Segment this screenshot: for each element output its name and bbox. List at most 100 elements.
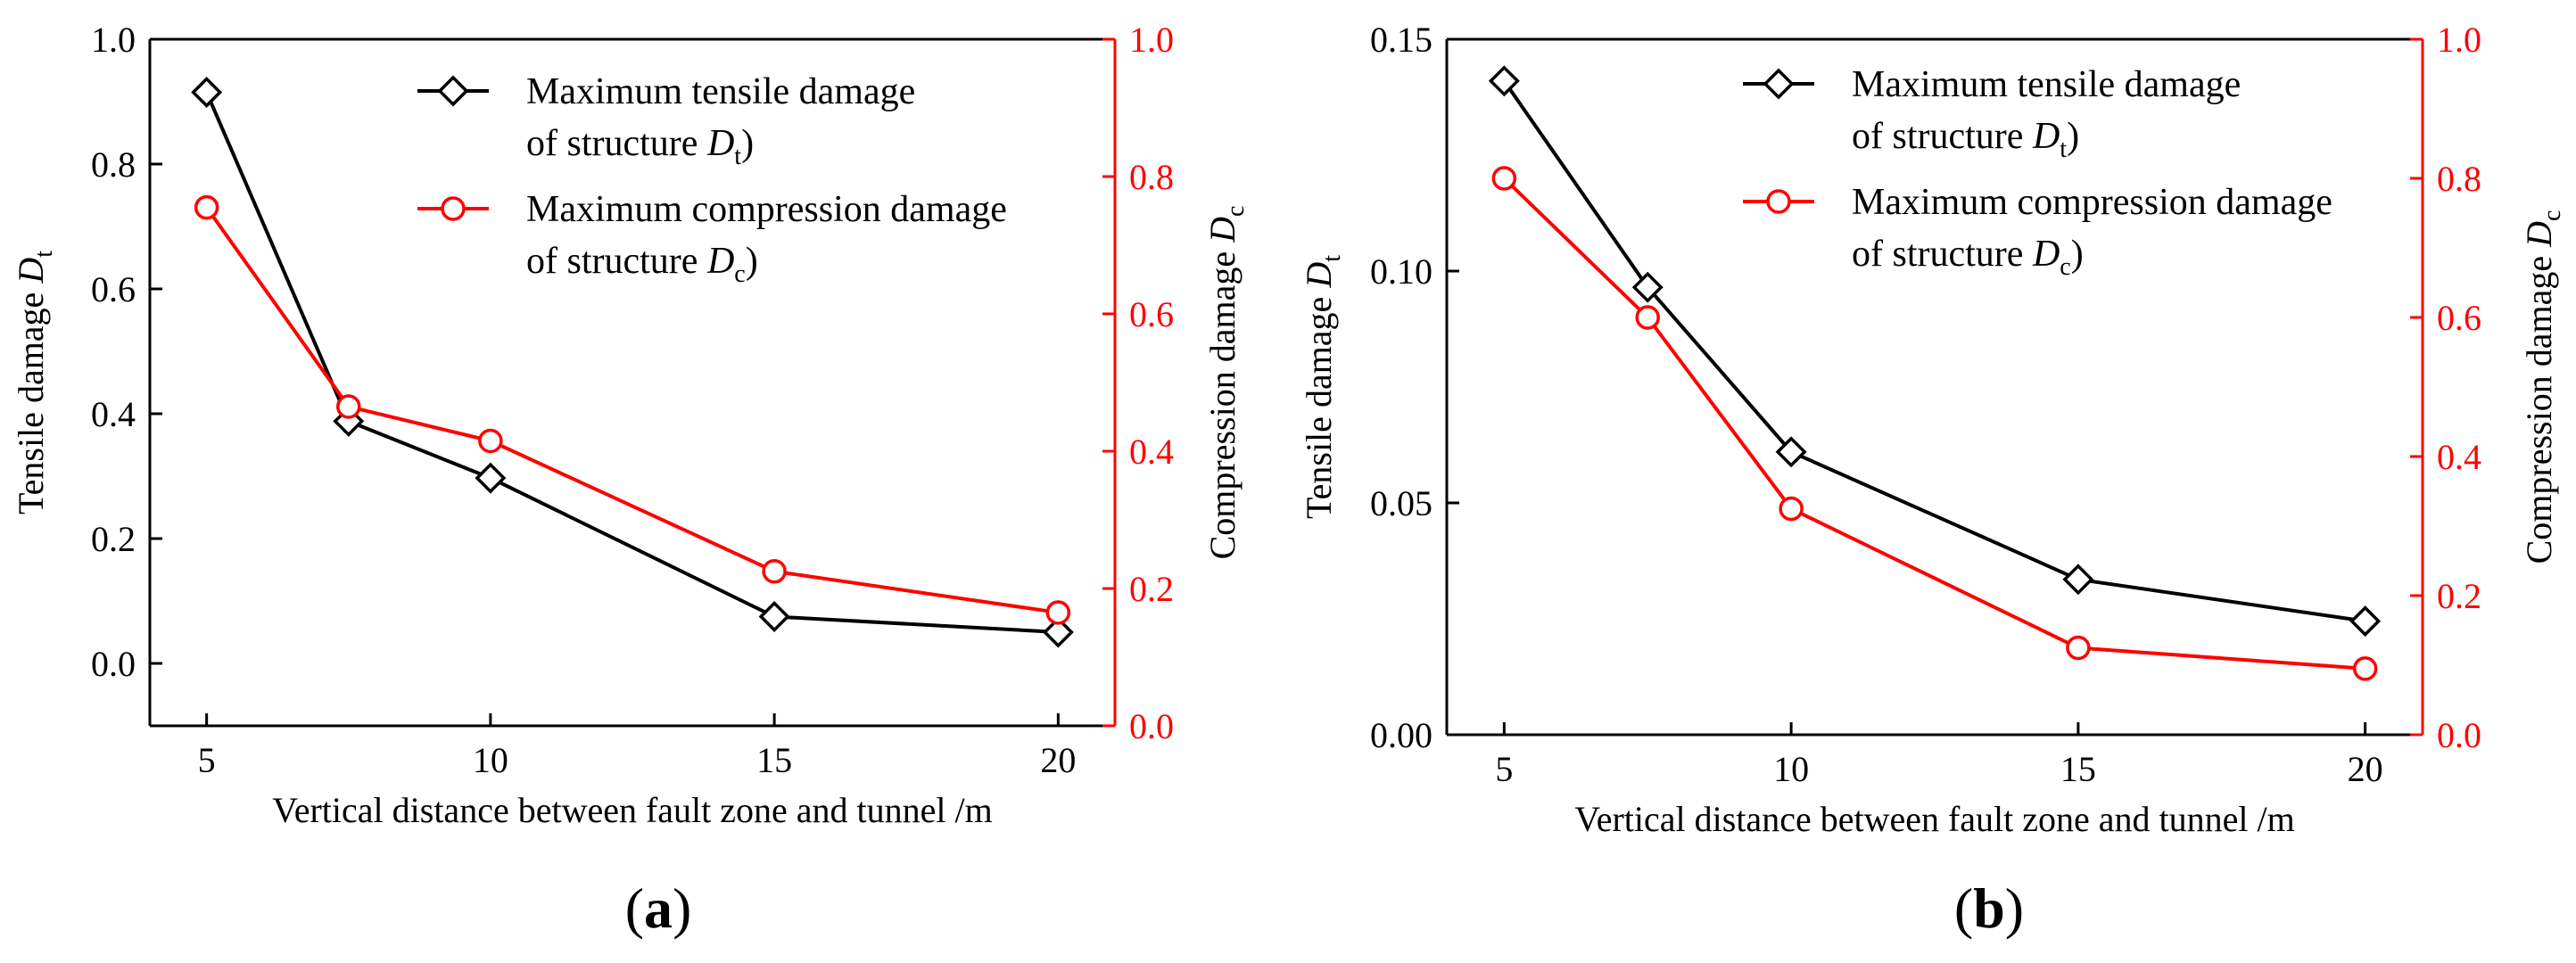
y-left-axis-title-symbol: D xyxy=(1299,262,1339,289)
y-right-tick-label: 0.4 xyxy=(1129,432,1174,472)
y-left-tick-label: 0.6 xyxy=(91,269,136,309)
compression-data-point xyxy=(762,559,787,584)
y-right-axis-title-subscript: c xyxy=(2539,210,2566,221)
tensile-data-point xyxy=(758,601,790,632)
panel-label-letter: b xyxy=(1973,877,2005,940)
y-left-tick-label: 0.8 xyxy=(91,144,136,185)
compression-data-point xyxy=(336,394,361,419)
y-right-tick-label: 1.0 xyxy=(1129,20,1174,60)
legend-entry-line-2: of structure Dc) xyxy=(526,241,758,288)
tensile-data-point xyxy=(1631,271,1664,303)
y-left-tick-label: 0.0 xyxy=(91,644,136,684)
legend-compression-marker xyxy=(1766,189,1791,214)
y-right-tick-label: 0.4 xyxy=(2437,437,2481,477)
panel-label-close: ) xyxy=(673,877,691,940)
y-left-tick-label: 0.10 xyxy=(1370,251,1432,292)
legend-entry-closing: ) xyxy=(2071,234,2084,275)
y-left-axis-title-subscript: t xyxy=(30,251,58,258)
compression-data-point xyxy=(2066,635,2091,661)
legend-entry-text: of structure xyxy=(526,241,707,282)
x-tick-label: 5 xyxy=(198,740,216,780)
legend-entry-line-2: of structure Dc) xyxy=(1852,234,2084,281)
legend-entry-line-1: Maximum compression damage xyxy=(1852,182,2332,223)
y-right-axis-title-main: Compression damage xyxy=(1202,243,1243,560)
tensile-series-line xyxy=(1502,79,2365,623)
legend-entry-symbol: D xyxy=(2032,116,2060,157)
legend-entry-line-1: Maximum tensile damage xyxy=(1852,64,2241,105)
tensile-data-point xyxy=(475,462,507,494)
legend-entry-closing: ) xyxy=(746,241,758,282)
legend-entry-line-2: of structure Dt) xyxy=(526,123,754,170)
legend-entry-text: of structure xyxy=(526,123,707,164)
y-right-tick-label: 0.8 xyxy=(2437,159,2481,199)
legend-entry-subscript: t xyxy=(734,143,741,170)
legend-entry-line-2: of structure Dt) xyxy=(1852,116,2079,163)
compression-data-point xyxy=(1779,496,1804,522)
panel-a-chart: 5 10 15 20 0.0 0.2 0.4 0.6 0.8 1.0 0.0 0.2 0.4 0.6 0.8… xyxy=(11,20,1250,940)
legend-entry-text: of structure xyxy=(1852,116,2033,157)
legend-entry-closing: ) xyxy=(741,123,754,164)
legend-compression-marker xyxy=(441,196,466,221)
y-left-tick-label: 0.00 xyxy=(1370,715,1432,755)
legend-tensile-marker xyxy=(1763,68,1795,100)
x-tick-label: 10 xyxy=(473,740,508,780)
legend-entry-text: of structure xyxy=(1852,234,2033,275)
y-left-axis-title-main: Tensile damage xyxy=(11,284,51,514)
y-left-tick-label: 0.15 xyxy=(1370,20,1432,60)
legend-entry-line-1: Maximum compression damage xyxy=(526,189,1007,230)
x-tick-label: 10 xyxy=(1773,749,1809,789)
tensile-data-point xyxy=(1042,616,1074,648)
y-left-axis-title-main: Tensile damage xyxy=(1299,288,1339,519)
x-tick-label: 15 xyxy=(2060,749,2096,789)
y-left-tick-label: 0.2 xyxy=(91,519,136,559)
x-tick-label: 5 xyxy=(1495,749,1513,789)
y-right-tick-label: 0.6 xyxy=(2437,298,2481,338)
y-right-tick-label: 0.2 xyxy=(2437,576,2481,616)
y-left-tick-label: 0.05 xyxy=(1370,483,1432,523)
panel-label: (b) xyxy=(1954,877,2024,940)
tensile-data-point xyxy=(1488,65,1520,97)
x-axis-title: Vertical distance between fault zone and… xyxy=(1574,799,2294,839)
y-right-tick-label: 0.0 xyxy=(2437,715,2481,755)
compression-data-point xyxy=(2352,656,2378,681)
compression-data-point xyxy=(1635,305,1660,330)
y-right-tick-label: 0.8 xyxy=(1129,157,1174,197)
y-right-axis-title-main: Compression damage xyxy=(2519,247,2559,564)
legend-entry-line-1: Maximum tensile damage xyxy=(526,71,915,112)
y-right-tick-label: 1.0 xyxy=(2437,20,2481,60)
tensile-data-point xyxy=(2349,605,2382,638)
y-right-axis-title: Compression damage Dc xyxy=(2519,210,2566,564)
panel-label: (a) xyxy=(625,877,692,940)
y-left-tick-label: 1.0 xyxy=(91,20,136,60)
y-right-axis-title: Compression damage Dc xyxy=(1202,206,1250,560)
y-right-axis-title-subscript: c xyxy=(1222,206,1250,217)
legend-entry-closing: ) xyxy=(2067,116,2079,157)
x-tick-label: 15 xyxy=(756,740,792,780)
compression-data-point xyxy=(1045,600,1071,625)
legend-entry-subscript: c xyxy=(734,260,745,288)
y-left-tick-label: 0.4 xyxy=(91,394,136,434)
legend-entry-subscript: t xyxy=(2060,136,2067,163)
compression-data-point xyxy=(1491,166,1517,191)
legend-entry-subscript: c xyxy=(2060,253,2070,281)
panel-label-close: ) xyxy=(2005,877,2024,940)
panel-label-letter: a xyxy=(644,877,673,940)
y-left-axis-title-symbol: D xyxy=(11,258,51,284)
panel-label-open: ( xyxy=(625,877,644,940)
legend-entry-symbol: D xyxy=(706,241,734,282)
y-left-axis-title-subscript: t xyxy=(1318,255,1346,262)
y-left-axis-title: Tensile damage Dt xyxy=(1299,255,1346,519)
tensile-data-point xyxy=(191,77,223,108)
x-tick-label: 20 xyxy=(1040,740,1076,780)
y-right-tick-label: 0.0 xyxy=(1129,706,1174,746)
legend-entry-symbol: D xyxy=(2032,234,2060,275)
panel-b-chart: 5 10 15 20 0.00 0.05 0.10 0.15 0.0 0.2 0.4 0.6 0.8 1.… xyxy=(1299,20,2566,940)
legend-tensile-marker xyxy=(437,75,469,107)
tensile-data-point xyxy=(1775,436,1807,468)
tensile-data-point xyxy=(2062,564,2094,596)
y-right-tick-label: 0.6 xyxy=(1129,294,1174,334)
y-left-axis-title: Tensile damage Dt xyxy=(11,251,58,514)
tensile-series-line xyxy=(204,91,1059,634)
y-right-axis-title-symbol: D xyxy=(1202,217,1243,243)
